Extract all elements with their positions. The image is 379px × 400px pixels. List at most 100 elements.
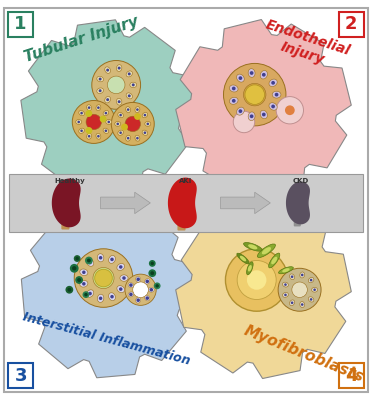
Text: 3: 3: [14, 367, 27, 385]
Ellipse shape: [309, 278, 314, 283]
Text: 1: 1: [14, 15, 27, 33]
Circle shape: [119, 114, 122, 116]
Ellipse shape: [103, 110, 109, 116]
Circle shape: [88, 261, 92, 264]
Ellipse shape: [136, 297, 141, 303]
Ellipse shape: [272, 91, 281, 98]
Ellipse shape: [260, 70, 268, 79]
Ellipse shape: [135, 135, 140, 141]
Ellipse shape: [109, 256, 115, 263]
FancyBboxPatch shape: [8, 12, 33, 37]
Ellipse shape: [300, 302, 305, 308]
Circle shape: [100, 116, 106, 122]
Polygon shape: [176, 20, 351, 195]
Polygon shape: [21, 20, 196, 195]
Circle shape: [82, 270, 86, 274]
Circle shape: [95, 269, 112, 287]
Circle shape: [86, 127, 92, 134]
Ellipse shape: [128, 292, 134, 297]
Circle shape: [85, 256, 93, 264]
Circle shape: [284, 294, 287, 296]
Ellipse shape: [105, 67, 111, 73]
Ellipse shape: [282, 292, 288, 297]
FancyBboxPatch shape: [9, 174, 363, 232]
Circle shape: [149, 260, 156, 267]
Ellipse shape: [126, 135, 130, 141]
Circle shape: [271, 81, 275, 85]
Polygon shape: [176, 203, 351, 378]
Circle shape: [147, 123, 149, 125]
Circle shape: [310, 298, 312, 301]
FancyBboxPatch shape: [338, 363, 364, 388]
Circle shape: [285, 105, 295, 115]
Circle shape: [250, 114, 254, 118]
Circle shape: [119, 287, 122, 291]
Circle shape: [301, 274, 304, 276]
Circle shape: [99, 89, 102, 92]
Ellipse shape: [240, 256, 246, 261]
Ellipse shape: [76, 120, 82, 124]
Circle shape: [93, 268, 114, 288]
Polygon shape: [21, 204, 196, 378]
Polygon shape: [221, 192, 270, 214]
Ellipse shape: [87, 105, 92, 111]
Circle shape: [144, 114, 146, 116]
Circle shape: [129, 293, 133, 296]
Ellipse shape: [262, 247, 271, 254]
Ellipse shape: [105, 96, 111, 103]
Circle shape: [310, 279, 312, 281]
FancyBboxPatch shape: [8, 363, 33, 388]
Ellipse shape: [229, 97, 238, 104]
Ellipse shape: [236, 107, 244, 115]
Circle shape: [245, 85, 265, 104]
Circle shape: [262, 113, 266, 116]
Circle shape: [99, 296, 102, 300]
Circle shape: [122, 276, 126, 280]
Circle shape: [278, 268, 321, 311]
Ellipse shape: [257, 244, 276, 258]
FancyBboxPatch shape: [177, 215, 186, 230]
Circle shape: [106, 69, 109, 72]
Circle shape: [233, 111, 255, 133]
Text: AKI: AKI: [179, 178, 192, 184]
FancyBboxPatch shape: [338, 12, 364, 37]
Ellipse shape: [97, 254, 104, 262]
Text: Healthy: Healthy: [54, 178, 85, 184]
Circle shape: [133, 282, 149, 298]
Ellipse shape: [80, 269, 88, 276]
Circle shape: [275, 93, 279, 96]
Polygon shape: [168, 178, 197, 228]
Circle shape: [154, 282, 161, 289]
Circle shape: [146, 280, 149, 283]
Circle shape: [105, 130, 107, 132]
Circle shape: [291, 276, 293, 278]
Ellipse shape: [106, 120, 112, 124]
Circle shape: [119, 132, 122, 134]
Ellipse shape: [312, 287, 318, 292]
Circle shape: [107, 76, 125, 94]
Circle shape: [118, 100, 121, 103]
Circle shape: [301, 303, 304, 306]
Circle shape: [313, 288, 316, 291]
Circle shape: [77, 121, 80, 123]
Ellipse shape: [79, 110, 85, 116]
Ellipse shape: [97, 88, 103, 94]
Ellipse shape: [87, 133, 92, 139]
Circle shape: [226, 249, 288, 311]
Ellipse shape: [279, 267, 293, 274]
Circle shape: [106, 98, 109, 101]
Ellipse shape: [142, 112, 148, 118]
Ellipse shape: [116, 65, 122, 72]
Ellipse shape: [96, 133, 101, 139]
Ellipse shape: [97, 294, 104, 302]
Circle shape: [243, 83, 266, 106]
Text: 4: 4: [345, 367, 357, 385]
Circle shape: [70, 264, 78, 273]
Text: Interstitial Inflammation: Interstitial Inflammation: [21, 310, 192, 367]
Circle shape: [127, 137, 129, 140]
Ellipse shape: [103, 128, 109, 133]
Circle shape: [97, 135, 100, 138]
Ellipse shape: [136, 276, 141, 282]
Ellipse shape: [96, 105, 101, 111]
Ellipse shape: [282, 268, 290, 272]
